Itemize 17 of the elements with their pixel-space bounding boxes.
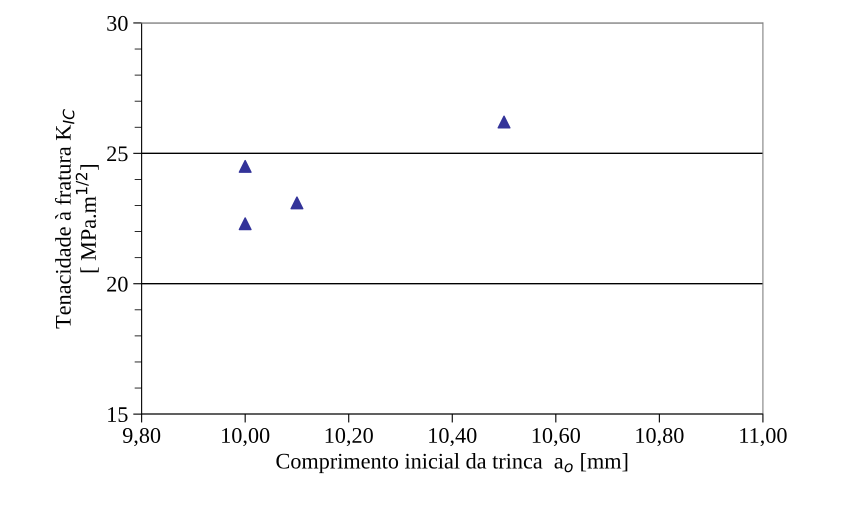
- y-tick-label: 30: [107, 16, 128, 31]
- y-tick-label: 15: [108, 407, 128, 422]
- x-tick-label: 10,40: [429, 428, 476, 446]
- x-tick-label: 11,00: [740, 428, 787, 446]
- text: Tenacidade à fratura K$_{IC}$ [ MPa.m$^{1/2}$]: [54, 109, 99, 328]
- x-axis-title: Comprimento inicial da trinca a$_{o}$ [mm]: [276, 453, 628, 474]
- x-tick-label: 9,80: [122, 428, 160, 446]
- x-tick-label: 10,60: [532, 428, 580, 446]
- x-tick-label: 10,00: [222, 428, 270, 446]
- x-tick-label: 10,80: [636, 428, 684, 446]
- y-tick-label: 25: [107, 146, 128, 162]
- point: [238, 160, 252, 173]
- point: [290, 196, 304, 210]
- point: [498, 116, 511, 129]
- point: [238, 217, 252, 230]
- y-tick-label: 20: [107, 276, 128, 292]
- x-tick-label: 10,20: [326, 428, 373, 446]
